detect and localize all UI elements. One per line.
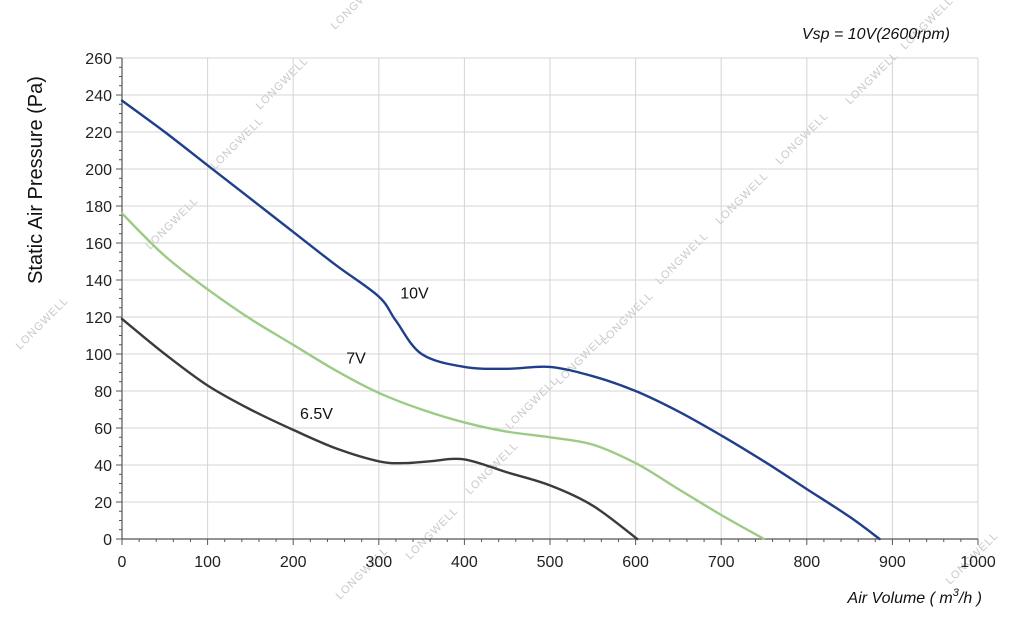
- series-line-10v: [120, 99, 881, 541]
- y-tick-label: 220: [85, 125, 112, 142]
- y-tick-labels: 0 20 40 60 80 100 120 140 160 180 200 220 240 260: [85, 51, 112, 549]
- series-label-6-5v: 6.5V: [300, 406, 333, 423]
- grid: [122, 57, 979, 539]
- y-tick-label: 100: [85, 347, 112, 364]
- x-tick-label: 0: [118, 554, 127, 571]
- watermark-text: LONGWELL: [329, 0, 386, 32]
- y-tick-label: 0: [103, 532, 112, 549]
- y-tick-label: 120: [85, 310, 112, 327]
- series-line-7v: [120, 212, 766, 541]
- y-tick-label: 160: [85, 236, 112, 253]
- x-tick-label: 900: [879, 554, 906, 571]
- watermark-text: LONGWELL: [254, 55, 311, 112]
- watermark-text: LONGWELL: [209, 115, 266, 172]
- watermark-layer: LONGWELLLONGWELLLONGWELLLONGWELLLONGWELL…: [14, 0, 1001, 602]
- axes: [116, 57, 979, 545]
- watermark-text: LONGWELL: [504, 375, 561, 432]
- series-line-6-5v: [120, 317, 639, 541]
- watermark-text: LONGWELL: [774, 110, 831, 167]
- y-tick-label: 260: [85, 51, 112, 68]
- watermark-text: LONGWELL: [14, 295, 71, 352]
- x-tick-label: 800: [793, 554, 820, 571]
- x-axis-title-main: Air Volume ( m: [847, 590, 953, 607]
- x-tick-label: 500: [537, 554, 564, 571]
- x-axis-title-sup: 3: [953, 587, 960, 599]
- y-tick-label: 20: [94, 495, 112, 512]
- y-tick-label: 240: [85, 88, 112, 105]
- x-axis-title: Air Volume ( m3/h ): [847, 587, 982, 607]
- x-tick-label: 700: [708, 554, 735, 571]
- y-tick-label: 200: [85, 162, 112, 179]
- watermark-text: LONGWELL: [654, 230, 711, 287]
- x-tick-label: 600: [622, 554, 649, 571]
- x-axis-title-tail: /h ): [958, 590, 982, 607]
- x-tick-labels: 0 100 200 300 400 500 600 700 800 900 1000: [118, 554, 996, 571]
- y-tick-label: 40: [94, 458, 112, 475]
- y-tick-label: 60: [94, 421, 112, 438]
- series-labels: 10V 7V 6.5V: [300, 286, 429, 423]
- speed-annotation: Vsp = 10V(2600rpm): [802, 26, 950, 43]
- x-tick-label: 400: [451, 554, 478, 571]
- y-tick-label: 180: [85, 199, 112, 216]
- x-tick-label: 300: [365, 554, 392, 571]
- x-tick-label: 1000: [960, 554, 996, 571]
- y-tick-label: 80: [94, 384, 112, 401]
- watermark-text: LONGWELL: [599, 290, 656, 347]
- x-tick-label: 100: [194, 554, 221, 571]
- series-lines: [120, 99, 881, 541]
- y-axis-title: Static Air Pressure (Pa): [25, 76, 47, 284]
- x-tick-label: 200: [280, 554, 307, 571]
- series-label-7v: 7V: [346, 350, 366, 367]
- watermark-text: LONGWELL: [714, 170, 771, 227]
- series-label-10v: 10V: [400, 286, 429, 303]
- y-tick-label: 140: [85, 273, 112, 290]
